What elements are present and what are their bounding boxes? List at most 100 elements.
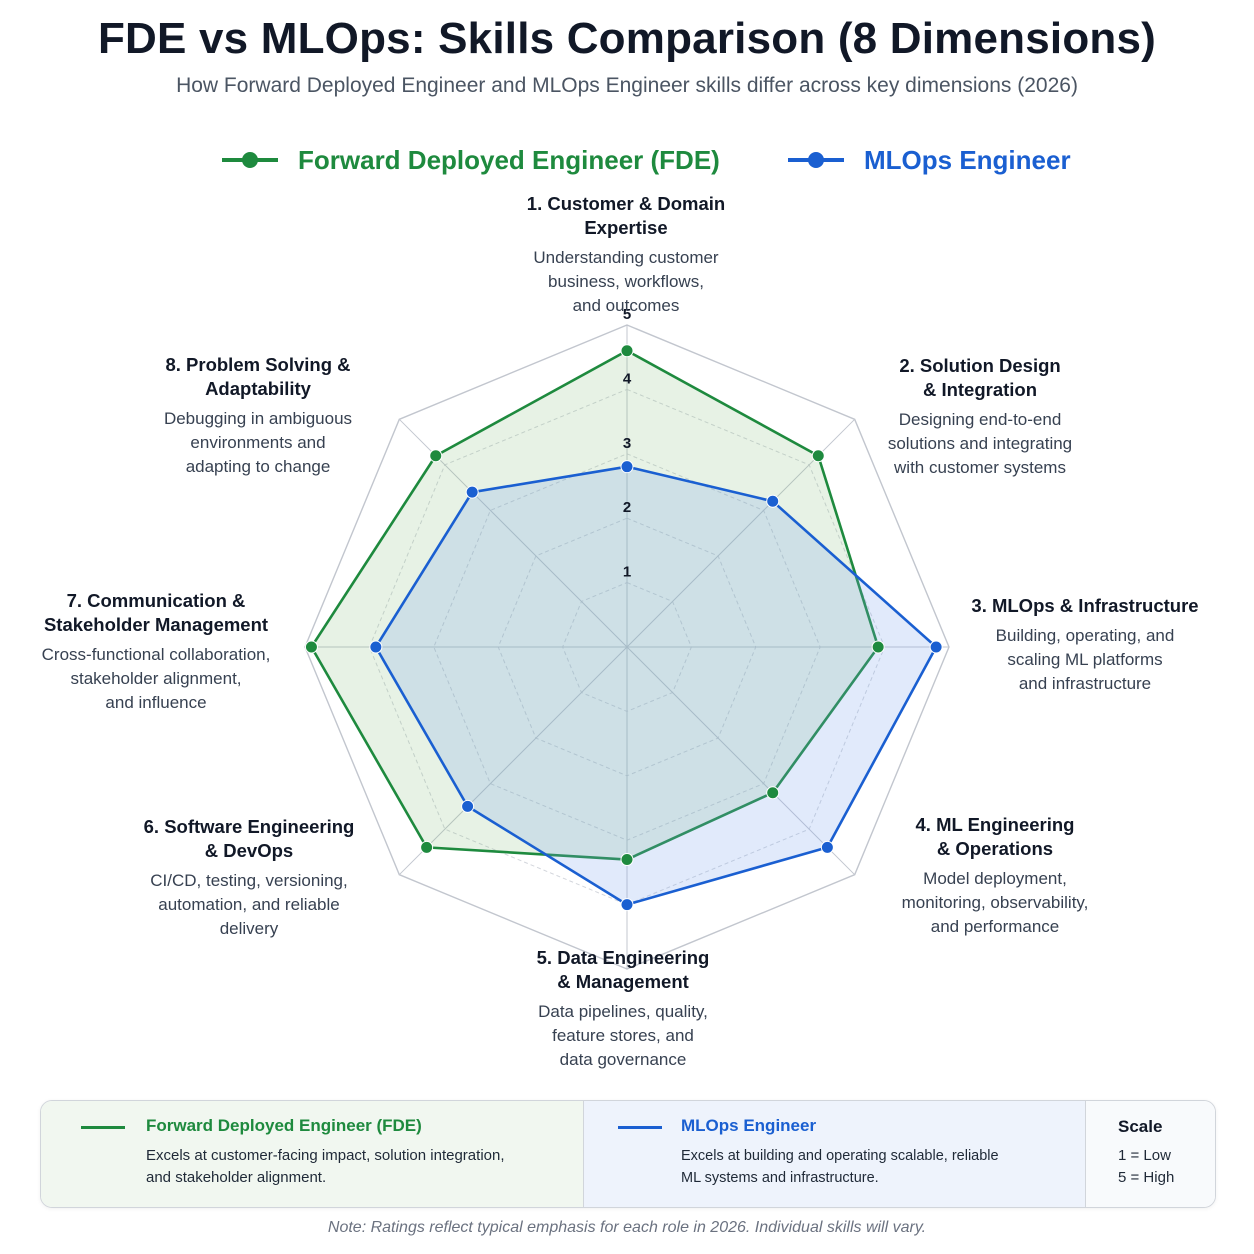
axis-label-desc: Designing end-to-end solutions and integr…: [840, 408, 1120, 480]
axis-label-title: 3. MLOps & Infrastructure: [955, 594, 1215, 618]
axis-label-title: 4. ML Engineering & Operations: [865, 813, 1125, 861]
footer-legend-box: Forward Deployed Engineer (FDE) Excels a…: [40, 1100, 1216, 1208]
scale-high: 5 = High: [1118, 1169, 1175, 1186]
axis-label-desc-line: Data pipelines, quality,: [538, 1002, 708, 1021]
axis-label-title: 2. Solution Design & Integration: [840, 354, 1120, 402]
footer-mlops-desc-line: Excels at building and operating scalabl…: [681, 1148, 999, 1164]
axis-label-desc-line: Building, operating, and: [995, 626, 1175, 645]
scale-title: Scale: [1118, 1117, 1163, 1136]
axis-label-desc-line: Cross-functional collaboration,: [41, 645, 271, 664]
axis-label-desc-line: stakeholder alignment,: [70, 669, 242, 688]
axis-label-desc-line: scaling ML platforms: [1007, 650, 1163, 669]
axis-label-title-line: 3. MLOps & Infrastructure: [971, 595, 1199, 616]
axis-label-desc-line: and infrastructure: [1018, 674, 1152, 693]
axis-label-title-line: & Operations: [936, 838, 1054, 859]
tick-label: 3: [623, 435, 631, 452]
series-mlops-point: [461, 799, 475, 813]
axis-label-title-line: 6. Software Engineering: [143, 816, 355, 837]
scale-low: 1 = Low: [1118, 1147, 1171, 1164]
series-mlops-point: [766, 494, 780, 508]
footer-mlops-line: [618, 1126, 662, 1129]
axis-label-title-line: Adaptability: [205, 378, 311, 399]
axis-label-desc: Understanding customer business, workflow…: [476, 246, 776, 318]
footer-fde-panel: Forward Deployed Engineer (FDE) Excels a…: [41, 1101, 584, 1207]
legend-mlops-swatch: [788, 152, 844, 168]
axis-spoke: [626, 646, 856, 876]
axis-label-desc-line: monitoring, observability,: [901, 893, 1089, 912]
series-mlops-point: [620, 460, 634, 474]
axis-label-desc-line: solutions and integrating: [887, 434, 1073, 453]
series-mlops-point: [929, 640, 943, 654]
axis-label-title-line: & Management: [557, 971, 689, 992]
tick-label: 2: [623, 499, 631, 516]
axis-label-title-line: 5. Data Engineering: [536, 947, 710, 968]
axis-label-title-line: 7. Communication &: [66, 590, 246, 611]
axis-label-title-line: & DevOps: [204, 840, 294, 861]
axis-label-desc: Building, operating, and scaling ML platf…: [955, 624, 1215, 696]
footer-mlops-name: MLOps Engineer: [681, 1116, 817, 1135]
axis-label-title: 1. Customer & Domain Expertise: [476, 192, 776, 240]
axis-label-title-line: Stakeholder Management: [43, 614, 269, 635]
axis-label-desc-line: automation, and reliable: [158, 895, 340, 914]
axis-label-title-line: 4. ML Engineering: [915, 814, 1075, 835]
axis-label-3: 3. MLOps & Infrastructure Building, opera…: [955, 594, 1215, 696]
axis-label-desc: Debugging in ambiguous environments and ad…: [118, 407, 398, 479]
axis-label-desc: Cross-functional collaboration, stakehold…: [11, 643, 301, 715]
axis-label-5: 5. Data Engineering & Management Data pipe…: [488, 946, 758, 1072]
axis-label-desc-line: Model deployment,: [923, 869, 1067, 888]
series-fde-point: [304, 640, 318, 654]
footnote: Note: Ratings reflect typical emphasis f…: [327, 1219, 927, 1236]
tick-label: 4: [623, 370, 632, 387]
legend-fde-label: Forward Deployed Engineer (FDE): [298, 144, 720, 175]
footer-mlops-desc: Excels at building and operating scalabl…: [681, 1145, 999, 1189]
page-subtitle: How Forward Deployed Engineer and MLOps …: [176, 74, 1078, 97]
legend-mlops-label: MLOps Engineer: [864, 144, 1071, 175]
radar-chart: 1 2 3 4 5: [304, 306, 950, 970]
series-fde-point: [620, 853, 634, 867]
axis-label-title-line: Expertise: [584, 217, 668, 238]
axis-label-desc: CI/CD, testing, versioning, automation, a…: [104, 869, 394, 941]
footer-fde-desc-line: Excels at customer-facing impact, soluti…: [146, 1147, 505, 1164]
axis-label-desc-line: and influence: [105, 693, 207, 712]
footer-scale-panel: Scale 1 = Low 5 = High: [1086, 1101, 1215, 1207]
axis-label-desc-line: Designing end-to-end: [898, 410, 1062, 429]
tick-label: 5: [623, 306, 631, 323]
axis-label-title: 6. Software Engineering & DevOps: [104, 815, 394, 863]
footer-mlops-panel: MLOps Engineer Excels at building and op…: [584, 1101, 1086, 1207]
axis-label-desc-line: with customer systems: [894, 458, 1066, 477]
series-mlops-point: [620, 898, 634, 912]
axis-label-desc-line: delivery: [219, 919, 279, 938]
axis-label-title-line: & Integration: [922, 379, 1038, 400]
page-title: FDE vs MLOps: Skills Comparison (8 Dimen…: [97, 14, 1157, 63]
series-fde-point: [420, 840, 434, 854]
legend-fde: Forward Deployed Engineer (FDE): [222, 140, 720, 180]
axis-label-title: 5. Data Engineering & Management: [488, 946, 758, 994]
series-mlops-point: [465, 485, 479, 499]
axis-label-desc-line: and outcomes: [572, 296, 680, 315]
footer-mlops-desc-line: ML systems and infrastructure.: [681, 1170, 879, 1186]
axis-label-desc-line: and performance: [930, 917, 1060, 936]
footer-fde-desc: Excels at customer-facing impact, soluti…: [146, 1145, 505, 1189]
grid-ring: [368, 388, 886, 906]
series-mlops-point: [820, 840, 834, 854]
series-mlops-point: [369, 640, 383, 654]
axis-label-title-line: 1. Customer & Domain: [526, 193, 726, 214]
axis-label-desc: Data pipelines, quality, feature stores, …: [488, 1000, 758, 1072]
axis-label-desc-line: Debugging in ambiguous: [163, 409, 353, 428]
axis-label-desc-line: Understanding customer: [533, 248, 719, 267]
legend-mlops: MLOps Engineer: [788, 140, 1071, 180]
axis-label-desc-line: data governance: [559, 1050, 687, 1069]
series-fde-point: [429, 449, 443, 463]
axis-label-desc: Model deployment, monitoring, observabili…: [865, 867, 1125, 939]
axis-label-desc-line: adapting to change: [185, 457, 331, 476]
axis-label-4: 4. ML Engineering & Operations Model deplo…: [865, 813, 1125, 939]
axis-label-title: 8. Problem Solving & Adaptability: [118, 353, 398, 401]
series-fde-point: [620, 344, 634, 358]
axis-label-desc-line: CI/CD, testing, versioning,: [150, 871, 348, 890]
footer-fde-name: Forward Deployed Engineer (FDE): [146, 1116, 422, 1135]
axis-label-desc-line: business, workflows,: [548, 272, 704, 291]
axis-label-desc-line: feature stores, and: [552, 1026, 694, 1045]
series-fde-point: [811, 449, 825, 463]
axis-label-7: 7. Communication & Stakeholder Management…: [11, 589, 301, 715]
axis-label-title-line: 8. Problem Solving &: [165, 354, 351, 375]
